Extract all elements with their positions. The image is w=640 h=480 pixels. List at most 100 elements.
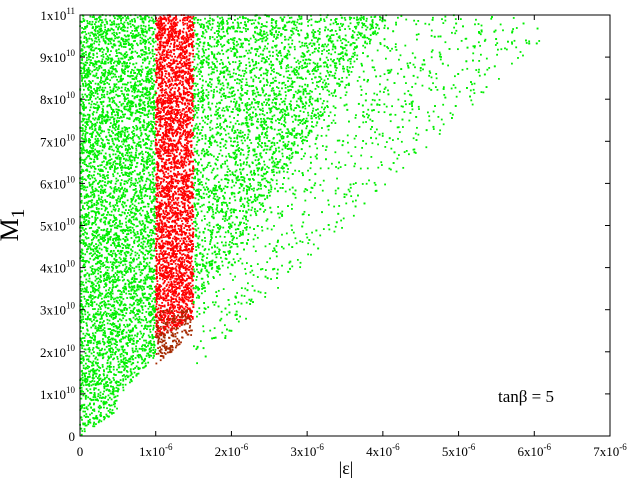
data-point [86, 56, 88, 59]
data-point [140, 241, 143, 244]
data-point [148, 24, 150, 27]
data-point [154, 207, 157, 209]
data-point [84, 114, 87, 117]
data-point [146, 286, 149, 288]
data-point [107, 398, 110, 401]
data-point [124, 40, 127, 43]
data-point [122, 69, 125, 72]
data-point [178, 224, 180, 227]
data-point [112, 99, 115, 102]
data-point [103, 300, 106, 303]
data-point [117, 62, 119, 65]
data-point [152, 307, 155, 310]
data-point [148, 153, 151, 156]
data-point [111, 224, 114, 227]
data-point [111, 23, 114, 26]
data-point [101, 204, 103, 207]
data-point [149, 293, 152, 296]
data-point [124, 258, 127, 261]
data-point [110, 381, 112, 384]
data-point [113, 373, 116, 376]
data-point [129, 368, 132, 371]
data-point [109, 224, 112, 227]
data-point [82, 145, 85, 148]
data-point [104, 157, 107, 160]
data-point [104, 181, 106, 184]
data-point [110, 275, 113, 278]
data-point [124, 86, 127, 89]
data-point [91, 185, 94, 188]
data-point [111, 32, 114, 35]
data-point [123, 229, 126, 232]
data-point [128, 151, 131, 154]
data-point [133, 292, 135, 295]
data-point [186, 178, 189, 180]
data-point [152, 208, 154, 210]
data-point [110, 38, 113, 41]
data-point [144, 46, 147, 49]
data-point [132, 126, 134, 128]
data-point [152, 178, 154, 181]
data-point [84, 121, 87, 124]
data-point [101, 60, 103, 63]
data-point [119, 115, 122, 118]
data-point [117, 61, 119, 64]
data-point [134, 315, 137, 317]
data-point [95, 285, 97, 287]
data-point [86, 74, 89, 77]
data-point [106, 111, 109, 114]
data-point [119, 229, 122, 232]
data-point [133, 188, 136, 191]
data-point [150, 120, 152, 123]
data-point [108, 193, 111, 196]
data-point [151, 125, 154, 128]
data-point [122, 365, 125, 368]
data-point [87, 32, 90, 35]
data-point [94, 279, 97, 282]
data-point [89, 96, 92, 99]
data-point [80, 100, 83, 103]
data-point [104, 310, 107, 313]
data-point [134, 151, 137, 154]
data-point [152, 304, 155, 307]
data-point [101, 143, 104, 146]
data-point [150, 75, 153, 78]
data-point [115, 300, 118, 303]
data-point [112, 173, 114, 176]
data-point [168, 123, 170, 125]
data-point [140, 318, 143, 321]
data-point [104, 156, 107, 159]
data-point [80, 354, 83, 357]
data-point [103, 406, 105, 409]
data-point [144, 28, 147, 31]
data-point [137, 197, 140, 200]
data-point [112, 241, 115, 244]
data-point [149, 72, 152, 75]
data-point [99, 302, 102, 305]
data-point [87, 73, 89, 76]
data-point [118, 252, 121, 255]
data-point [146, 89, 148, 92]
data-point [152, 200, 155, 202]
data-point [134, 29, 136, 32]
data-point [141, 33, 144, 36]
data-point [154, 182, 157, 185]
data-point [94, 221, 96, 223]
data-point [149, 231, 151, 234]
data-point [110, 244, 113, 247]
data-point [103, 23, 106, 26]
data-point [134, 103, 137, 106]
data-point [100, 152, 103, 155]
data-point [114, 209, 117, 212]
data-point [171, 145, 174, 148]
data-point [130, 177, 133, 179]
data-point [136, 354, 139, 357]
data-point [130, 101, 132, 104]
data-point [82, 356, 85, 358]
data-point [109, 23, 112, 26]
data-point [88, 109, 91, 112]
data-point [95, 111, 98, 114]
data-point [135, 77, 138, 80]
data-point [122, 193, 125, 196]
data-point [117, 124, 120, 127]
